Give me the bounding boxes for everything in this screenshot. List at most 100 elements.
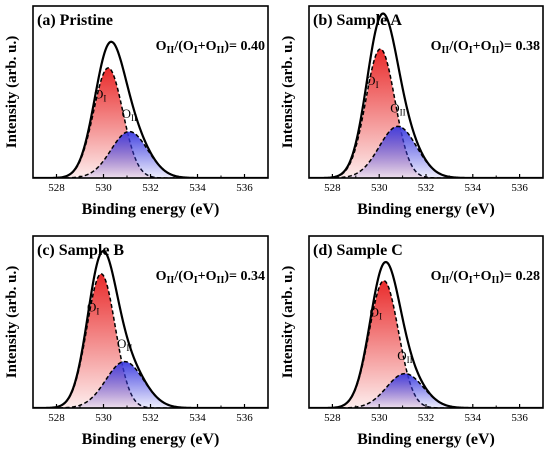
peak-label-o: O (117, 336, 126, 351)
ratio-o: O (481, 269, 492, 284)
peak-label-sub: II (126, 343, 132, 353)
ratio-o: O (481, 39, 492, 54)
peak-label-o: O (397, 348, 406, 363)
ratio-plus: + (473, 39, 481, 54)
ratio-open: /( (448, 269, 458, 284)
peak-label-sub: I (103, 94, 106, 104)
peak-label-sub: II (407, 355, 413, 365)
x-tick-label: 536 (236, 182, 253, 194)
y-axis-label: Intensity (arb. u.) (4, 266, 20, 379)
ratio-open: /( (173, 39, 183, 54)
peak-OI-area (309, 280, 543, 408)
ratio-o: O (458, 269, 469, 284)
ratio-sub: I (194, 45, 198, 56)
plot-area (33, 40, 268, 178)
ratio-o: O (206, 39, 217, 54)
envelope-line (33, 40, 268, 178)
ratio-sub: I (469, 45, 473, 56)
panel-title: (b) Sample A (313, 12, 402, 29)
x-tick-label: 532 (142, 412, 159, 424)
xps-panel-4: 528 530 532 534 536 Binding energy (eV) Intens… (280, 235, 544, 448)
peak-label-OII: OII (390, 101, 405, 118)
ratio-sub: II (492, 45, 500, 56)
peak-label-o: O (390, 101, 399, 116)
ratio-sub: I (194, 275, 198, 286)
ratio-o: O (156, 39, 167, 54)
x-tick-label: 534 (465, 182, 482, 194)
peak-label-o: O (94, 87, 103, 102)
ratio-sub: II (492, 275, 500, 286)
ratio-o: O (183, 39, 194, 54)
peak-label-OI: OI (366, 73, 378, 90)
x-axis-label: Binding energy (eV) (357, 431, 495, 448)
ratio-o: O (431, 39, 442, 54)
x-tick-label: 528 (324, 412, 341, 424)
ratio-sub: II (442, 45, 450, 56)
plot-frame (308, 235, 544, 409)
x-tick-label: 530 (95, 412, 112, 424)
envelope-line (33, 249, 268, 408)
x-tick-label: 530 (371, 182, 388, 194)
peak-OII-area (33, 361, 268, 408)
peak-label-o: O (87, 299, 96, 314)
peak-OI-area (309, 49, 543, 178)
ratio-annotation: OII/(OI+OII)= 0.28 (431, 269, 540, 286)
ratio-value: = 0.28 (504, 269, 540, 284)
x-tick-label: 536 (236, 412, 253, 424)
peak-OI-area (33, 67, 268, 178)
peak-label-OI: OI (87, 299, 99, 316)
peak-label-sub: I (379, 311, 382, 321)
x-tick-label: 528 (48, 182, 65, 194)
ratio-value: = 0.38 (504, 39, 540, 54)
plot-frame (32, 235, 269, 409)
ratio-value: = 0.34 (229, 269, 265, 284)
peak-label-OII: OII (122, 106, 137, 123)
ratio-value: = 0.40 (229, 39, 265, 54)
peak-label-OII: OII (397, 348, 412, 365)
peak-label-OI: OI (370, 304, 382, 321)
ratio-sub: II (167, 275, 175, 286)
x-tick-label: 536 (511, 412, 528, 424)
peak-label-o: O (366, 73, 375, 88)
peak-label-sub: I (376, 80, 379, 90)
ratio-o: O (458, 39, 469, 54)
peak-label-o: O (370, 304, 379, 319)
ratio-sub: I (469, 275, 473, 286)
xps-panel-3: 528 530 532 534 536 Binding energy (eV) Intens… (4, 235, 269, 448)
ratio-o: O (156, 269, 167, 284)
ratio-close: ) (224, 39, 229, 54)
x-axis-label: Binding energy (eV) (82, 201, 220, 218)
ratio-o: O (183, 269, 194, 284)
y-axis-label: Intensity (arb. u.) (280, 36, 296, 149)
panel-title: (d) Sample C (313, 242, 403, 259)
x-tick-label: 528 (48, 412, 65, 424)
ratio-close: ) (499, 39, 504, 54)
plot-frame (308, 5, 544, 179)
peak-label-sub: I (96, 306, 99, 316)
ratio-open: /( (173, 269, 183, 284)
peak-label-sub: II (131, 113, 137, 123)
peak-label-sub: II (400, 108, 406, 118)
x-tick-label: 530 (371, 412, 388, 424)
xps-panel-2: 528 530 532 534 536 Binding energy (eV) Intens… (280, 5, 544, 218)
ratio-sub: II (217, 45, 225, 56)
ratio-o: O (431, 269, 442, 284)
panel-title: (a) Pristine (37, 12, 113, 29)
ratio-plus: + (198, 39, 206, 54)
x-tick-label: 532 (418, 182, 435, 194)
x-tick-label: 530 (95, 182, 112, 194)
ratio-open: /( (448, 39, 458, 54)
peak-OII-area (309, 373, 543, 408)
ratio-sub: II (442, 275, 450, 286)
ratio-plus: + (473, 269, 481, 284)
ratio-sub: II (167, 45, 175, 56)
peak-label-OI: OI (94, 87, 106, 104)
y-axis-label: Intensity (arb. u.) (4, 36, 20, 149)
y-axis-label: Intensity (arb. u.) (280, 266, 296, 379)
ratio-close: ) (224, 269, 229, 284)
ratio-annotation: OII/(OI+OII)= 0.38 (431, 39, 540, 56)
ratio-annotation: OII/(OI+OII)= 0.34 (156, 269, 265, 286)
x-tick-label: 532 (142, 182, 159, 194)
x-tick-label: 534 (189, 412, 206, 424)
